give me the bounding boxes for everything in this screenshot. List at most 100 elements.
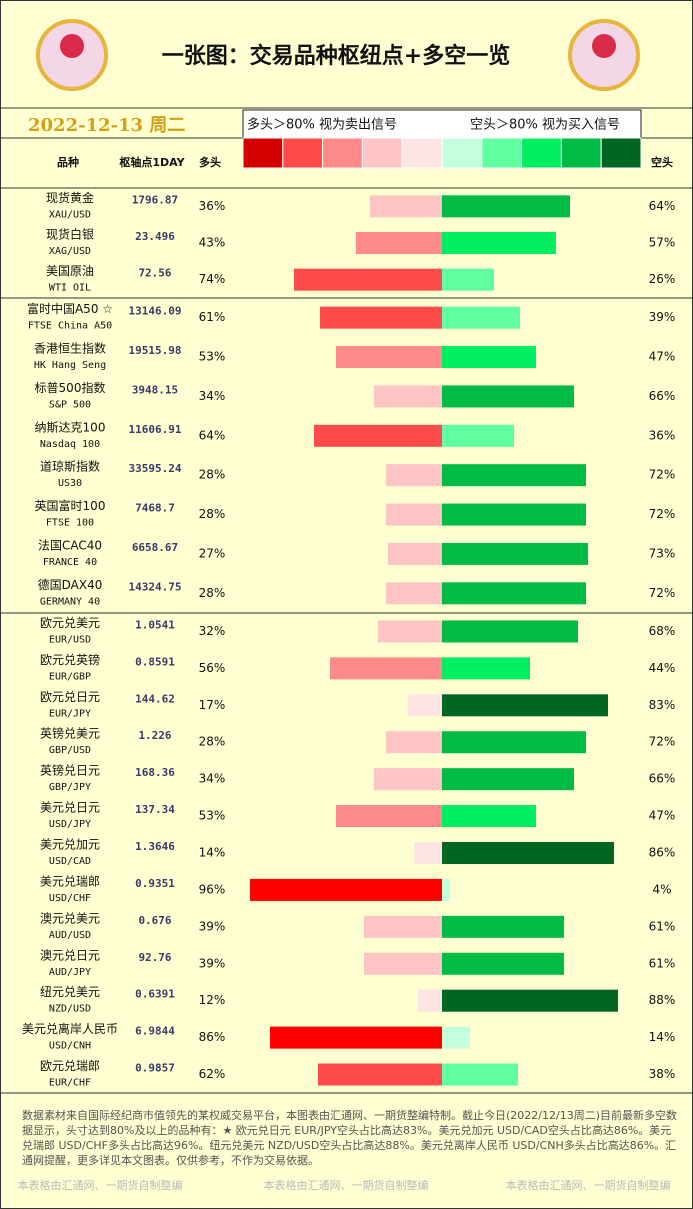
short-bar — [442, 915, 564, 938]
name: 英镑兑日元 — [40, 763, 100, 778]
long-label: 14% — [199, 846, 226, 860]
short-label: 39% — [649, 310, 676, 324]
long-bar — [320, 306, 442, 329]
short-label: 73% — [649, 546, 676, 560]
short-bar — [442, 731, 586, 754]
header: 多头 — [199, 155, 221, 169]
long-label: 27% — [199, 546, 226, 560]
long-label: 62% — [199, 1067, 226, 1081]
name: 欧元兑瑞郎 — [40, 1059, 100, 1073]
short-bar — [442, 878, 450, 901]
name: 欧元兑英镑 — [40, 652, 100, 667]
name: 欧元兑日元 — [40, 690, 100, 704]
name: 富时中国A50 ☆ — [27, 301, 113, 316]
short-label: 72% — [649, 468, 676, 482]
long-bar — [418, 989, 442, 1012]
long-label: 28% — [199, 468, 226, 482]
short-label: 83% — [649, 698, 676, 712]
code: EUR/CHF — [49, 1078, 91, 1089]
watermark: 本表格由汇通网、一期货自制整编 — [18, 1178, 183, 1192]
long-bar — [314, 424, 442, 447]
short-label: 64% — [649, 199, 676, 213]
code: FTSE China A50 — [28, 321, 112, 332]
name: 英镑兑美元 — [40, 726, 100, 741]
legend-swatch — [361, 137, 403, 169]
long-label: 53% — [199, 350, 226, 364]
short-label: 88% — [649, 993, 676, 1007]
pivot: 0.9857 — [135, 1062, 175, 1075]
long-label: 39% — [199, 956, 226, 970]
name: 纳斯达克100 — [35, 420, 106, 434]
pivot: 0.9351 — [135, 877, 175, 890]
name: 美元兑日元 — [40, 801, 100, 815]
long-bar — [318, 1063, 442, 1086]
code: Nasdaq 100 — [40, 439, 100, 450]
code: FRANCE 40 — [43, 557, 97, 568]
short-label: 66% — [649, 772, 676, 786]
short-bar — [442, 232, 556, 254]
long-label: 56% — [199, 661, 226, 675]
pivot: 72.56 — [138, 267, 171, 280]
short-bar — [442, 582, 586, 605]
legend-short: 空头＞80% 视为买入信号 — [470, 118, 620, 133]
short-bar — [442, 805, 536, 828]
long-bar — [408, 694, 442, 717]
pivot: 168.36 — [135, 766, 175, 779]
short-label: 38% — [649, 1067, 676, 1081]
code: USD/CHF — [49, 893, 91, 904]
header: 品种 — [57, 155, 79, 169]
long-bar — [386, 582, 442, 605]
logo — [36, 19, 108, 91]
name: 美元兑瑞郎 — [40, 874, 100, 888]
long-label: 28% — [199, 507, 226, 521]
pivot: 1.0541 — [135, 618, 175, 631]
short-label: 86% — [649, 846, 676, 860]
long-label: 12% — [199, 993, 226, 1007]
name: 法国CAC40 — [38, 538, 102, 552]
name: 现货黄金 — [46, 190, 94, 205]
watermark: 本表格由汇通网、一期货自制整编 — [264, 1178, 429, 1192]
long-bar — [374, 385, 442, 408]
long-label: 36% — [199, 199, 226, 213]
code: US30 — [58, 478, 82, 489]
short-bar — [442, 842, 614, 864]
code: HK Hang Seng — [34, 360, 106, 371]
short-bar — [442, 385, 574, 408]
pivot: 1796.87 — [132, 193, 178, 206]
pivot: 0.676 — [138, 914, 171, 927]
pivot: 1.226 — [138, 729, 171, 742]
short-bar — [442, 952, 564, 975]
legend-swatch — [282, 137, 324, 169]
legend-swatch — [600, 137, 642, 169]
short-bar — [442, 464, 586, 487]
short-bar — [442, 268, 494, 291]
header: 空头 — [651, 155, 673, 169]
long-bar — [386, 503, 442, 526]
legend-swatch — [401, 137, 443, 169]
name: 美元兑加元 — [40, 838, 100, 852]
name: 澳元兑美元 — [40, 911, 100, 925]
pivot: 11606.91 — [129, 423, 182, 436]
legend-swatch — [322, 137, 363, 169]
name: 澳元兑日元 — [40, 948, 100, 962]
pivot: 33595.24 — [129, 462, 182, 475]
long-label: 74% — [199, 272, 226, 286]
short-label: 26% — [649, 272, 676, 286]
short-label: 57% — [649, 236, 676, 250]
code: USD/JPY — [49, 819, 91, 830]
pivot: 7468.7 — [135, 502, 175, 515]
code: NZD/USD — [49, 1004, 91, 1015]
long-bar — [270, 1026, 442, 1049]
header: 枢轴点1DAY — [119, 155, 185, 169]
pivot: 23.496 — [135, 230, 175, 243]
name: 纽元兑美元 — [40, 985, 100, 999]
code: USD/CAD — [49, 856, 91, 867]
short-bar — [442, 989, 618, 1012]
long-bar — [250, 878, 442, 901]
code: GBP/USD — [49, 745, 91, 756]
long-bar — [414, 842, 442, 864]
short-label: 47% — [649, 350, 676, 364]
pivot: 6658.67 — [132, 541, 178, 554]
